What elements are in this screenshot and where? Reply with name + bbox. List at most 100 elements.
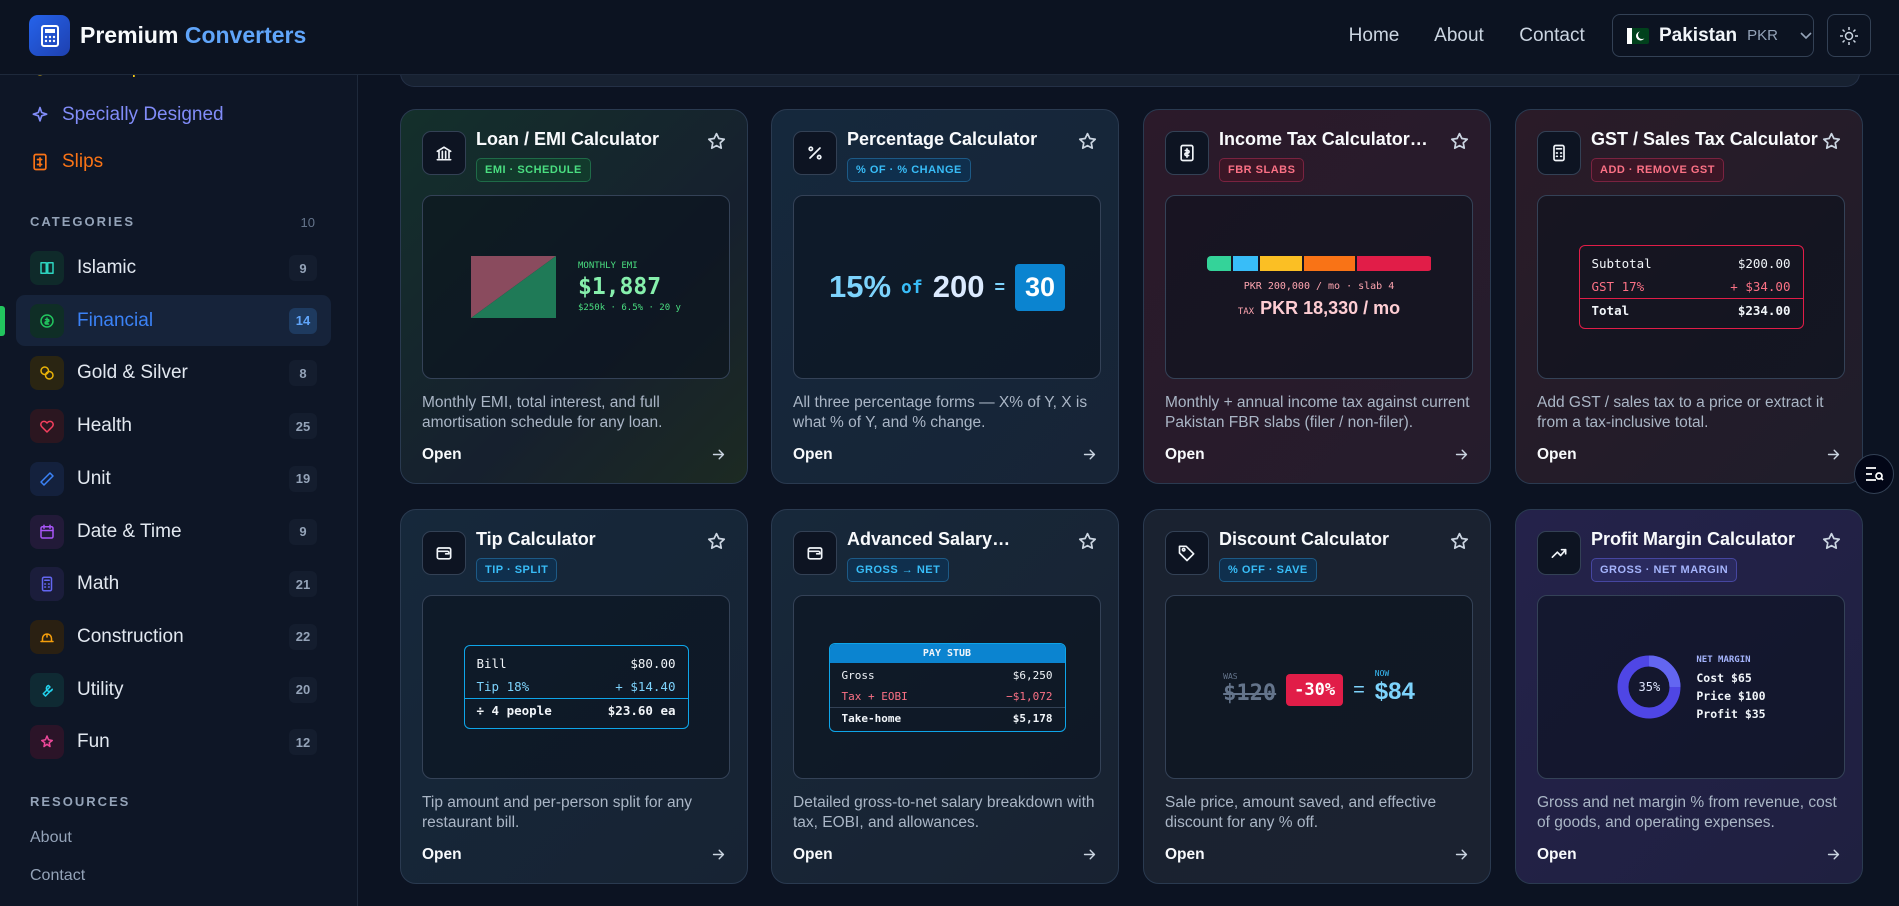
brand[interactable]: Premium Converters [80,22,306,49]
arr[interactable] [1081,846,1098,868]
arr[interactable] [1453,846,1470,868]
logo[interactable] [29,15,70,56]
cat[interactable]: Unit 19 [16,453,331,504]
star[interactable] [1077,131,1098,157]
rect [44,28,55,33]
arr[interactable] [1825,446,1842,468]
g [1450,532,1469,550]
card[interactable]: Profit Margin Calculator GROSS · NET MARG… [1515,509,1863,884]
star[interactable] [1449,131,1470,157]
glyph [1553,144,1565,162]
box: 15% of 200 = 30 [829,263,1066,311]
ct: 22 [289,623,317,650]
cat[interactable]: Financial 14 [16,295,331,347]
desc: Add GST / sales tax to a price or extrac… [1537,394,1824,431]
chevron [1800,31,1812,39]
path [40,420,54,433]
rect [807,547,823,560]
path [1083,849,1096,860]
nm: Gold & Silver [77,362,188,384]
card[interactable]: Advanced Salary… GROSS → NET PAY STUB Gross… [771,509,1119,884]
card[interactable]: Income Tax Calculator… FBR SLABS PKR 200,0… [1143,109,1491,484]
circle [40,313,54,328]
open[interactable]: Open [793,446,833,463]
open[interactable]: Open [1537,446,1577,463]
cat[interactable]: Construction 22 [16,611,331,662]
cat[interactable]: Date & Time 9 [16,506,331,557]
box: 35% NET MARGIN Cost $65 Price $100 Profit $3… [1616,651,1766,723]
res[interactable]: Contact [30,867,86,884]
icb [422,531,466,575]
sub: $250k · 6.5% · 20 y [578,303,681,313]
arr[interactable] [710,846,727,868]
cell: Bill [476,656,507,671]
cat[interactable]: Fun 12 [16,717,331,768]
cat[interactable]: Utility 20 [16,664,331,715]
path [1551,548,1567,558]
open[interactable]: Open [793,846,833,863]
tbl: Subtotal $200.00 GST 17% + $34.00 Total $234.… [1578,245,1804,329]
path [1827,449,1840,460]
theme-toggle[interactable] [1827,14,1871,57]
filter-button[interactable] [1854,454,1894,494]
star[interactable] [706,531,727,557]
circle [1638,30,1646,39]
nav-link[interactable]: Home [1348,25,1400,46]
res[interactable]: About [30,829,72,846]
cell: + $34.00 [1730,279,1791,294]
arr[interactable] [1825,846,1842,868]
rect [436,547,452,560]
open[interactable]: Open [422,446,462,463]
arr[interactable] [1081,446,1098,468]
open[interactable]: Open [1165,846,1205,863]
rect [41,576,53,592]
cat[interactable]: Math 21 [16,559,331,610]
path [707,532,726,550]
open[interactable]: Open [1537,846,1577,863]
star[interactable] [1077,531,1098,557]
card[interactable]: Tip Calculator TIP · SPLIT Bill $80.00 Tip 1… [400,509,748,884]
mono: MONTHLY EMI $1,887 $250k · 6.5% · 20 y [578,261,681,313]
cat[interactable]: Gold & Silver 8 [16,348,331,399]
star[interactable] [1821,131,1842,157]
path [40,472,54,486]
feat[interactable]: Specially Designed [30,104,224,126]
g [1083,449,1096,460]
star[interactable] [706,131,727,157]
box: WAS $120 [1223,672,1276,706]
open[interactable]: Open [1165,446,1205,463]
arr[interactable] [1453,446,1470,468]
g [44,35,55,42]
g [712,449,725,460]
g [1450,132,1469,150]
path [1455,849,1468,860]
glyph [1083,449,1096,460]
feat[interactable]: Slips [30,151,103,173]
glyph [1827,849,1840,860]
star[interactable] [1449,531,1470,557]
path [44,316,50,325]
ic [30,251,64,285]
open[interactable]: Open [422,846,462,863]
card[interactable]: Loan / EMI Calculator EMI · SCHEDULE MONTH… [400,109,748,484]
ic [30,672,64,707]
ct: 12 [289,729,317,756]
card[interactable]: Discount Calculator % OFF · SAVE WAS $120 -3… [1143,509,1491,884]
nav-link[interactable]: Contact [1519,25,1585,46]
card[interactable]: Percentage Calculator % OF · % CHANGE 15% o… [771,109,1119,484]
icb [793,531,837,575]
cat[interactable]: Islamic 9 [16,243,331,294]
country-select[interactable]: Pakistan PKR [1612,14,1814,57]
glyph [1822,132,1841,150]
cat[interactable]: Health 25 [16,401,331,452]
ct: 21 [289,571,317,598]
sechead: RESOURCES [30,794,131,809]
path [40,524,54,531]
glyph [1083,849,1096,860]
card[interactable]: GST / Sales Tax Calculator ADD · REMOVE G… [1515,109,1863,484]
r: Tax + EOBI −$1,072 [829,686,1065,708]
nav-link[interactable]: About [1434,25,1484,46]
arr[interactable] [710,446,727,468]
star[interactable] [1821,531,1842,557]
g [436,146,452,161]
